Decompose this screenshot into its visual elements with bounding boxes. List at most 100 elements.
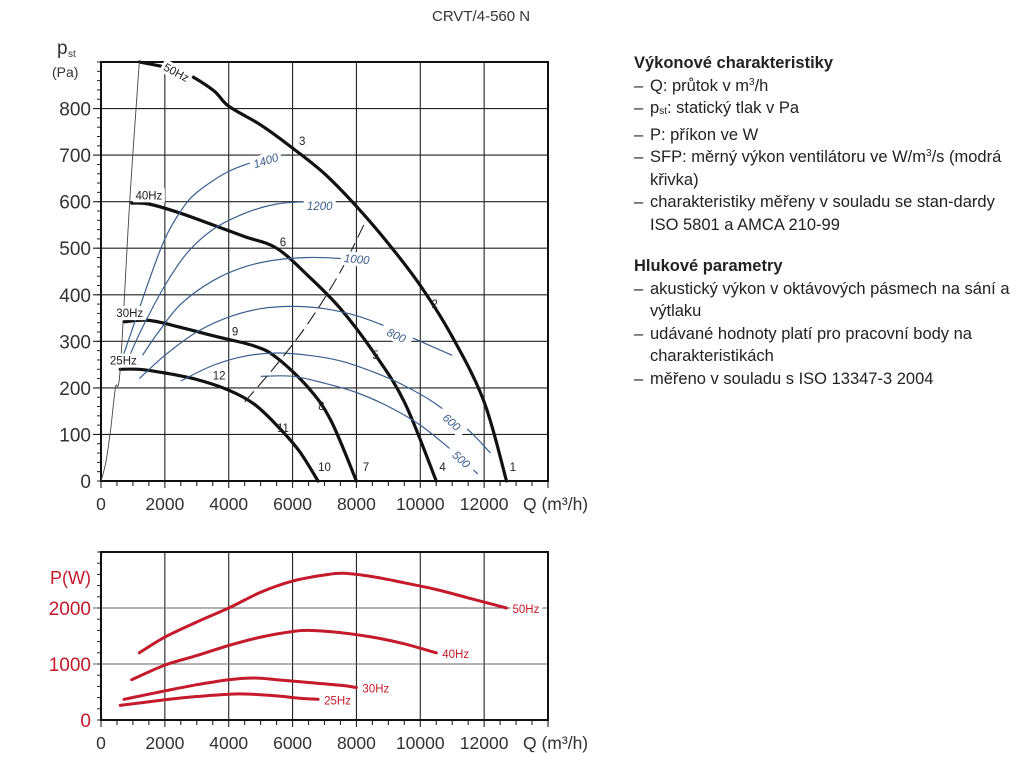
x-tick-label: 2000 <box>145 733 184 753</box>
series-sfp-1200 <box>129 200 325 356</box>
power-series-50hz <box>137 571 508 655</box>
legend-performance-item: charakteristiky měřeny v souladu se stan… <box>634 191 1014 236</box>
y-axis-unit: (Pa) <box>52 64 78 80</box>
x-tick-label: 0 <box>96 494 106 514</box>
y-tick-label: 800 <box>59 100 91 121</box>
legend-performance-heading: Výkonové charakteristiky <box>634 54 834 72</box>
plot-frame <box>100 61 549 482</box>
series-system-system <box>100 61 140 482</box>
series-label: 25Hz <box>110 356 137 368</box>
x-axis-label: Q (m³/h) <box>523 494 588 514</box>
power-series-label: 40Hz <box>442 649 469 661</box>
series-label-bg <box>158 58 194 87</box>
series-sfp-1400 <box>122 154 284 356</box>
x-tick-label: 2000 <box>145 494 184 514</box>
series-label-bg <box>303 199 336 214</box>
series-label: 30Hz <box>116 308 143 320</box>
series-label: 40Hz <box>135 190 162 202</box>
operating-point-label: 6 <box>280 237 286 249</box>
x-tick-label: 8000 <box>337 494 376 514</box>
power-series-label-bg <box>440 646 473 660</box>
y-axis-label: p <box>57 38 68 59</box>
series-fan-40hz <box>130 201 438 483</box>
x-tick-label: 12000 <box>460 494 509 514</box>
operating-point-label: 2 <box>431 299 437 311</box>
series-label-bg <box>248 149 284 173</box>
y-tick-label: 200 <box>59 379 91 400</box>
legend-noise-heading: Hlukové parametry <box>634 257 783 275</box>
plot-frame <box>100 551 549 721</box>
power-series-label-bg <box>510 602 543 615</box>
operating-point-label: 3 <box>299 136 305 148</box>
legend-noise-list: akustický výkon v oktávových pásmech na … <box>634 278 1014 391</box>
legend-performance-list: Q: průtok v m3/hpst: statický tlak v PaP… <box>634 75 1014 237</box>
x-tick-label: 10000 <box>396 733 445 753</box>
legend-noise-item: udávané hodnoty platí pro pracovní body … <box>634 323 1014 368</box>
x-tick-label: 8000 <box>337 733 376 753</box>
x-tick-label: 0 <box>96 733 106 753</box>
operating-point-label: 10 <box>318 462 331 474</box>
chart-title: CRVT/4-560 N <box>432 8 531 25</box>
operating-point-label: 8 <box>318 401 324 413</box>
legend-noise-item: měřeno v souladu s ISO 13347-3 2004 <box>634 368 1014 391</box>
x-tick-label: 6000 <box>273 733 312 753</box>
power-series-40hz <box>130 628 438 682</box>
series-fan-25hz <box>118 367 320 483</box>
power-chart: 0 2000 4000 6000 8000 10000 12000 Q (m³/h) 0 1000… <box>49 551 588 753</box>
operating-point-label: 4 <box>439 462 446 474</box>
series-label-bg <box>435 406 469 439</box>
y-axis-label-sub: st <box>68 49 76 60</box>
series-label-bg <box>340 250 374 268</box>
y-tick-label: 600 <box>59 193 91 214</box>
series-label-bg <box>107 353 140 368</box>
legend-performance-item: pst: statický tlak v Pa <box>634 97 1014 124</box>
power-series-25hz <box>118 692 320 707</box>
y-tick-label: 0 <box>80 472 91 493</box>
series-sfp-1000 <box>142 256 373 356</box>
y-tick-label: 2000 <box>49 599 91 620</box>
pressure-chart: 0 2000 4000 6000 8000 10000 12000 Q (m³/h) 0 100 2… <box>52 38 588 514</box>
y-tick-label: 700 <box>59 146 91 167</box>
y-tick-label: 300 <box>59 332 91 353</box>
power-series-label: 50Hz <box>512 604 539 616</box>
operating-point-label: 7 <box>363 462 369 474</box>
legend-noise-item: akustický výkon v oktávových pásmech na … <box>634 278 1014 323</box>
y-tick-label: 1000 <box>49 655 91 676</box>
legend-performance-item: P: příkon ve W <box>634 124 1014 147</box>
power-series-label-bg <box>360 681 393 695</box>
y-tick-label: 100 <box>59 425 91 446</box>
operating-point-label: 5 <box>372 350 378 362</box>
operating-point-label: 9 <box>232 327 238 339</box>
series-fan-30hz <box>122 318 358 483</box>
power-series-label: 25Hz <box>324 695 351 707</box>
x-axis-label: Q (m³/h) <box>523 733 588 753</box>
series-label-bg <box>378 322 414 349</box>
series-sfp-600 <box>180 352 491 454</box>
series-label-bg <box>113 306 146 321</box>
y-tick-label: 500 <box>59 239 91 260</box>
y-tick-label: 0 <box>80 711 91 732</box>
series-dashed-dashed <box>244 220 367 403</box>
legend-performance-item: Q: průtok v m3/h <box>634 75 1014 98</box>
operating-point-label: 11 <box>277 423 289 435</box>
x-tick-label: 4000 <box>209 733 248 753</box>
series-fan-50hz <box>137 60 509 483</box>
operating-point-label: 1 <box>510 462 516 474</box>
legend-noise: Hlukové parametry akustický výkon v oktá… <box>634 255 1014 390</box>
operating-point-label: 12 <box>213 371 226 383</box>
series-label-bg <box>132 188 165 203</box>
legend-performance: Výkonové charakteristiky Q: průtok v m3/… <box>634 52 1014 236</box>
series-label-bg <box>444 443 478 476</box>
series-label: 1000 <box>343 253 370 267</box>
power-series-label-bg <box>322 693 355 707</box>
legend-performance-item: SFP: měrný výkon ventilátoru ve W/m3/s (… <box>634 146 1014 191</box>
x-tick-label: 4000 <box>209 494 248 514</box>
power-series-30hz <box>122 676 358 701</box>
power-series-label: 30Hz <box>362 684 389 696</box>
x-tick-label: 6000 <box>273 494 312 514</box>
series-label: 1200 <box>307 201 333 213</box>
y-axis-label: P(W) <box>50 568 91 588</box>
x-tick-label: 12000 <box>460 733 509 753</box>
x-tick-label: 10000 <box>396 494 445 514</box>
